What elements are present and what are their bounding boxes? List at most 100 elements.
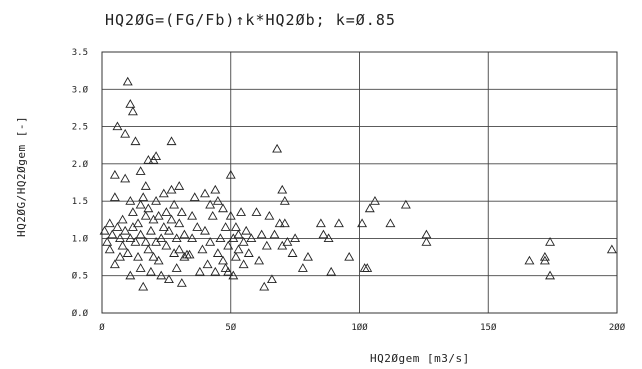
data-point <box>246 233 257 243</box>
y-tick-label: 3.5 <box>72 48 88 58</box>
data-point <box>133 251 144 261</box>
data-point <box>315 218 326 228</box>
data-point <box>269 229 280 239</box>
x-tick-label: 2ØØ <box>609 322 626 333</box>
data-point <box>104 244 115 254</box>
data-point <box>179 229 190 239</box>
x-axis-ticks: Ø 5Ø 1ØØ 15Ø 2ØØ <box>99 322 625 333</box>
data-point <box>140 237 151 246</box>
data-point <box>133 218 144 228</box>
data-point <box>223 266 234 276</box>
data-point <box>318 229 329 239</box>
data-point <box>163 225 174 235</box>
data-point <box>122 76 133 86</box>
data-point <box>326 266 337 276</box>
y-tick-label: 2.Ø <box>72 159 89 170</box>
data-point <box>279 196 290 205</box>
data-point <box>400 199 411 209</box>
data-point <box>194 266 205 276</box>
data-point <box>99 225 110 235</box>
data-point <box>104 218 115 228</box>
data-point <box>145 266 156 276</box>
data-point <box>202 259 213 269</box>
data-point <box>364 203 375 213</box>
data-point <box>174 244 185 254</box>
data-point <box>212 248 223 257</box>
data-point <box>323 233 334 243</box>
data-point <box>421 229 432 239</box>
data-point <box>161 207 172 216</box>
data-point <box>156 270 167 280</box>
y-tick-label: 2.5 <box>72 123 88 133</box>
data-point <box>140 210 151 220</box>
data-point <box>545 237 556 246</box>
data-point <box>109 192 120 202</box>
data-point <box>127 106 138 116</box>
data-point <box>272 143 283 153</box>
data-point <box>184 249 195 259</box>
data-point <box>166 136 177 146</box>
data-point <box>297 263 308 272</box>
data-point <box>143 155 154 164</box>
data-point <box>127 207 138 216</box>
data-point <box>174 181 185 190</box>
data-point <box>135 166 146 175</box>
data-point <box>241 225 252 235</box>
data-point <box>236 207 247 216</box>
data-point <box>230 222 241 231</box>
data-point <box>151 151 162 161</box>
x-tick-label: 1ØØ <box>351 322 368 333</box>
data-point <box>210 184 221 194</box>
data-point <box>117 214 128 224</box>
data-point <box>174 218 185 228</box>
data-point <box>282 237 293 246</box>
data-point <box>138 281 149 291</box>
data-point <box>122 248 133 257</box>
data-point <box>362 263 373 272</box>
x-tick-label: 5Ø <box>225 322 236 333</box>
data-point <box>259 281 270 291</box>
data-point <box>230 251 241 261</box>
data-point <box>385 218 396 228</box>
data-point <box>524 255 535 265</box>
data-point <box>125 99 136 108</box>
data-point <box>220 222 231 231</box>
data-point <box>125 196 136 205</box>
data-point <box>156 233 167 243</box>
data-point <box>233 244 244 254</box>
data-point <box>153 255 164 265</box>
y-axis-ticks: Ø.Ø Ø.5 1.Ø 1.5 2.Ø 2.5 3.Ø 3.5 <box>72 48 89 319</box>
data-point <box>266 274 277 284</box>
data-point <box>158 188 169 198</box>
plot-frame <box>101 51 618 314</box>
data-point <box>187 210 198 220</box>
data-point <box>210 266 221 276</box>
y-tick-label: 1.5 <box>72 197 88 207</box>
data-point <box>140 181 151 190</box>
data-point <box>290 233 301 243</box>
data-point <box>120 128 131 138</box>
data-point <box>197 244 208 254</box>
data-point <box>166 184 177 194</box>
data-point <box>228 270 239 280</box>
data-point <box>238 237 249 246</box>
data-point <box>254 255 265 265</box>
data-point <box>130 136 141 146</box>
data-point <box>120 225 131 235</box>
data-point <box>117 240 128 250</box>
data-point <box>205 199 216 209</box>
data-point <box>279 218 290 228</box>
data-point <box>153 210 164 220</box>
data-point <box>545 270 556 280</box>
data-point <box>135 229 146 239</box>
data-point <box>251 207 262 216</box>
data-point <box>145 225 156 235</box>
data-point <box>171 233 182 243</box>
data-point <box>357 218 368 228</box>
x-axis-label: HQ2Øgem [m3/s] <box>370 352 470 365</box>
data-point <box>192 222 203 231</box>
data-point <box>218 255 229 265</box>
data-point <box>130 237 141 246</box>
data-point <box>274 218 285 228</box>
